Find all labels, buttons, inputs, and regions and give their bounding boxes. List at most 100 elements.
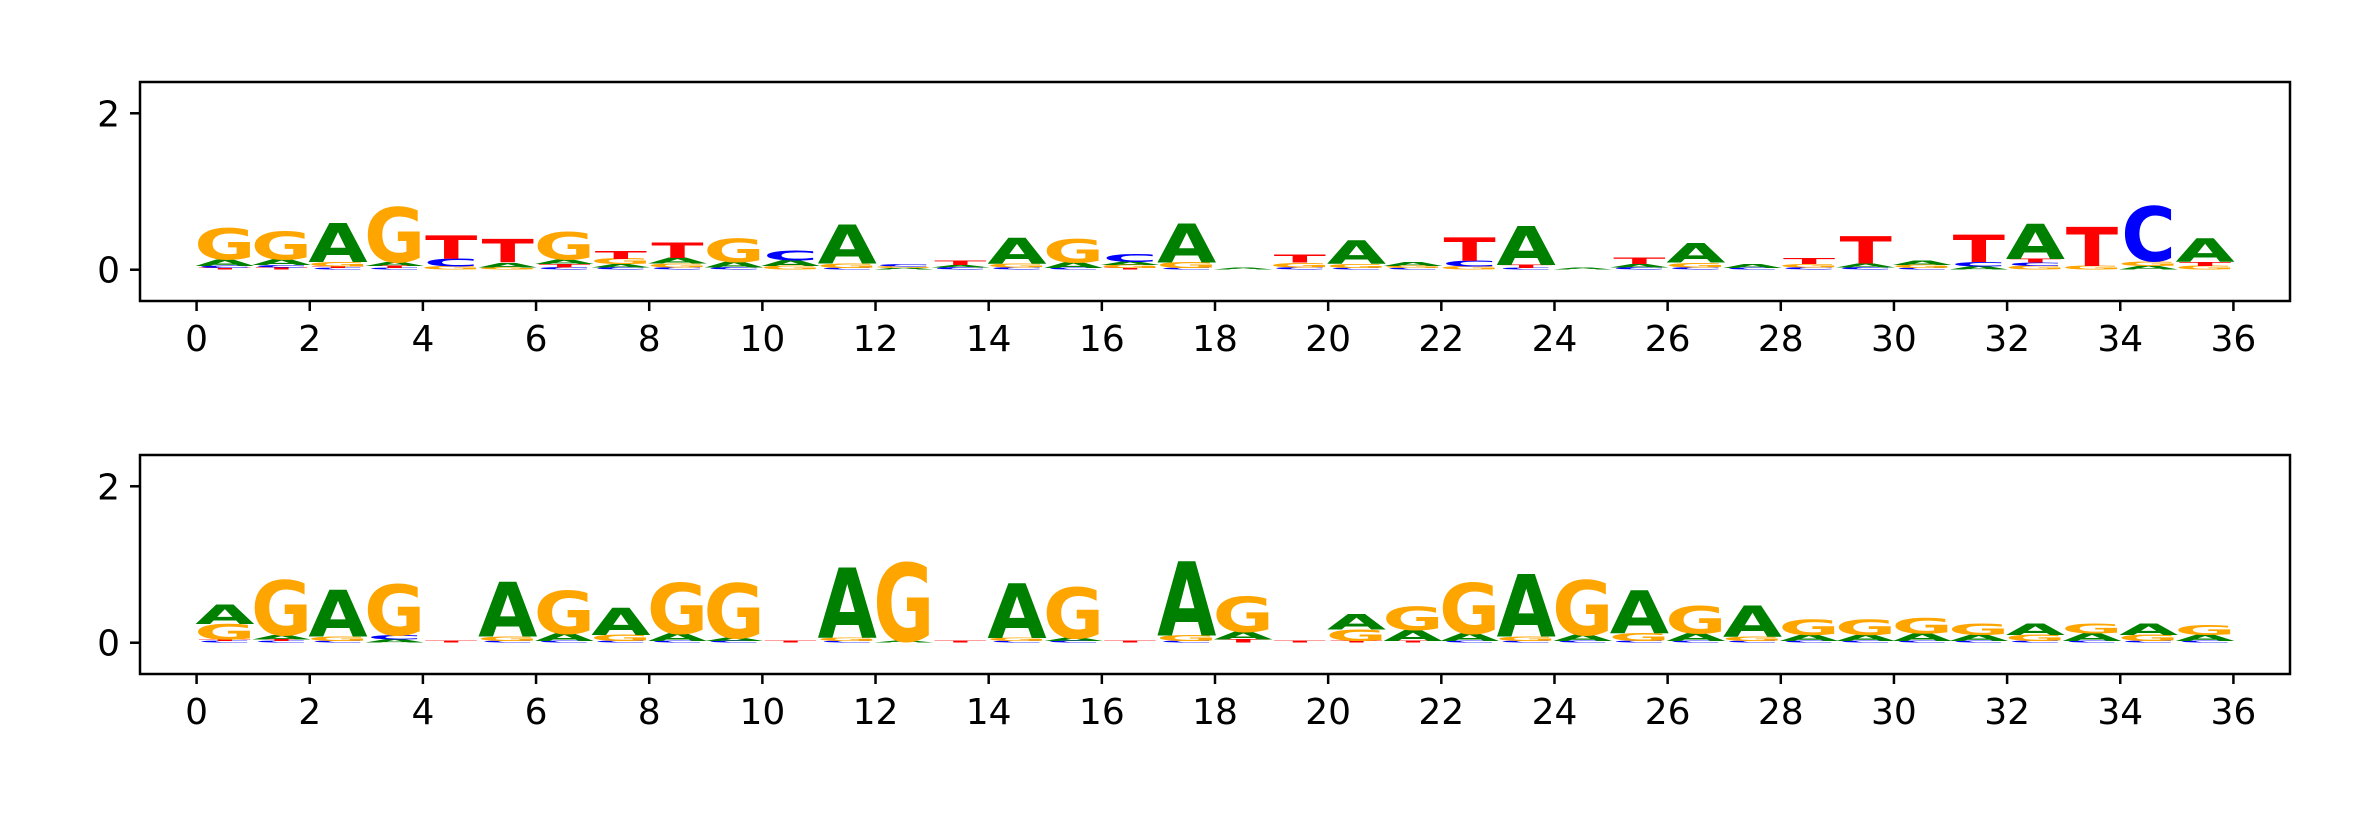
logo-letter-g: G [477,267,538,271]
logo-column: CAG [1043,573,1104,654]
logo-letter-a: A [874,268,933,270]
logo-letter-c: C [537,641,592,643]
logo-letter-c: C [254,264,309,268]
logo-letter-a: A [2006,620,2066,639]
logo-letter-a: A [2006,215,2066,271]
logo-letter-c: C [198,265,253,269]
logo-letter-g: G [1156,261,1217,270]
logo-column: CGA [986,231,1047,272]
x-tick-label: 14 [966,692,1012,733]
logo-letter-a: A [308,212,367,274]
logo-letter-c: C [2008,262,2063,267]
logo-letter-a: A [1779,633,1838,643]
x-tick-label: 8 [638,319,661,360]
logo-letter-t: T [2179,261,2231,267]
logo-letter-g: G [817,637,878,642]
logo-letter-a: A [874,641,933,643]
logo-column: T [765,641,817,643]
logo-column: CGA [477,567,538,654]
logo-letter-a: A [478,261,537,268]
x-tick-label: 18 [1192,692,1238,733]
logo-column: CGA [590,601,651,645]
logo-letter-c: C [1838,641,1893,643]
logo-letter-c: C [1499,268,1554,270]
logo-column: CAG [534,579,595,648]
logo-letter-a: A [591,601,651,645]
logo-letter-a: A [1157,542,1217,661]
logo-letter-a: A [1044,637,1103,642]
x-tick-label: 30 [1871,319,1917,360]
x-tick-label: 10 [739,319,785,360]
logo-letter-a: A [818,548,877,661]
logo-letter-g: G [251,566,312,653]
logo-letter-a: A [591,263,650,268]
logo-column: CAG [2061,621,2122,643]
logo-letter-g: G [1835,615,1896,640]
logo-letter-c: C [1669,267,1724,271]
logo-letter-t: T [2009,258,2061,264]
logo-letter-a: A [1044,261,1103,270]
logo-letter-t: T [765,641,817,643]
logo-letter-g: G [2061,621,2122,636]
logo-letter-g: G [2061,265,2122,271]
logo-letter-t: T [1500,264,1552,269]
logo-letter-g: G [1552,566,1613,653]
x-tick-label: 34 [2097,692,2143,733]
logo-letter-g: G [1213,587,1274,643]
logo-letter-g: G [647,262,708,268]
logo-letter-a: A [1497,558,1556,657]
logo-letter-c: C [1159,268,1214,270]
logo-letter-c: C [1782,267,1837,271]
logo-letter-g: G [590,257,651,266]
x-tick-label: 16 [1079,692,1125,733]
logo-letter-g: G [760,265,821,271]
logo-letter-a: A [2062,631,2122,644]
logo-column: CTA [1497,216,1556,278]
logo-letter-g: G [1722,635,1783,642]
logo-column: CGA [1722,596,1783,646]
logo-letter-a: A [365,261,424,267]
logo-letter-g: G [986,637,1047,642]
logo-letter-g: G [1665,262,1726,269]
logo-letter-a: A [704,637,763,642]
logo-letter-c: C [707,267,762,271]
x-tick-label: 4 [411,692,434,733]
x-tick-label: 36 [2211,692,2257,733]
logo-letter-t: T [482,233,534,270]
x-tick-label: 6 [525,692,548,733]
logo-letter-c: C [990,267,1045,271]
logo-letter-c: C [1669,641,1724,643]
logo-column: CAT [1610,256,1669,270]
logo-letter-g: G [986,262,1047,268]
x-tick-label: 16 [1079,319,1125,360]
x-tick-label: 26 [1645,319,1691,360]
logo-letter-g: G [534,225,595,269]
logo-column: GAC [760,248,821,271]
y-tick-label: 0 [97,251,120,292]
logo-letter-g: G [1269,262,1330,269]
logo-letter-t: T [199,639,251,641]
x-tick-label: 22 [1418,692,1464,733]
logo-letter-g: G [873,266,934,268]
logo-letter-c: C [933,267,988,271]
logo-letter-c: C [1386,268,1441,270]
logo-column: CGA [1496,558,1557,657]
x-tick-label: 34 [2097,319,2143,360]
logo-column: CGA [986,569,1047,656]
logo-column: CAG [1552,566,1613,653]
logo-letter-c: C [1782,641,1837,643]
x-tick-label: 36 [2211,319,2257,360]
logo-letter-a: A [987,231,1046,272]
logo-column: CAG [1043,233,1104,271]
x-tick-label: 28 [1758,692,1804,733]
logo-letter-c: C [990,641,1045,643]
logo-column: TAG [1383,600,1444,644]
logo-letter-a: A [1327,235,1387,272]
logo-letter-g: G [1156,634,1217,643]
logo-letter-t: T [1444,232,1496,269]
